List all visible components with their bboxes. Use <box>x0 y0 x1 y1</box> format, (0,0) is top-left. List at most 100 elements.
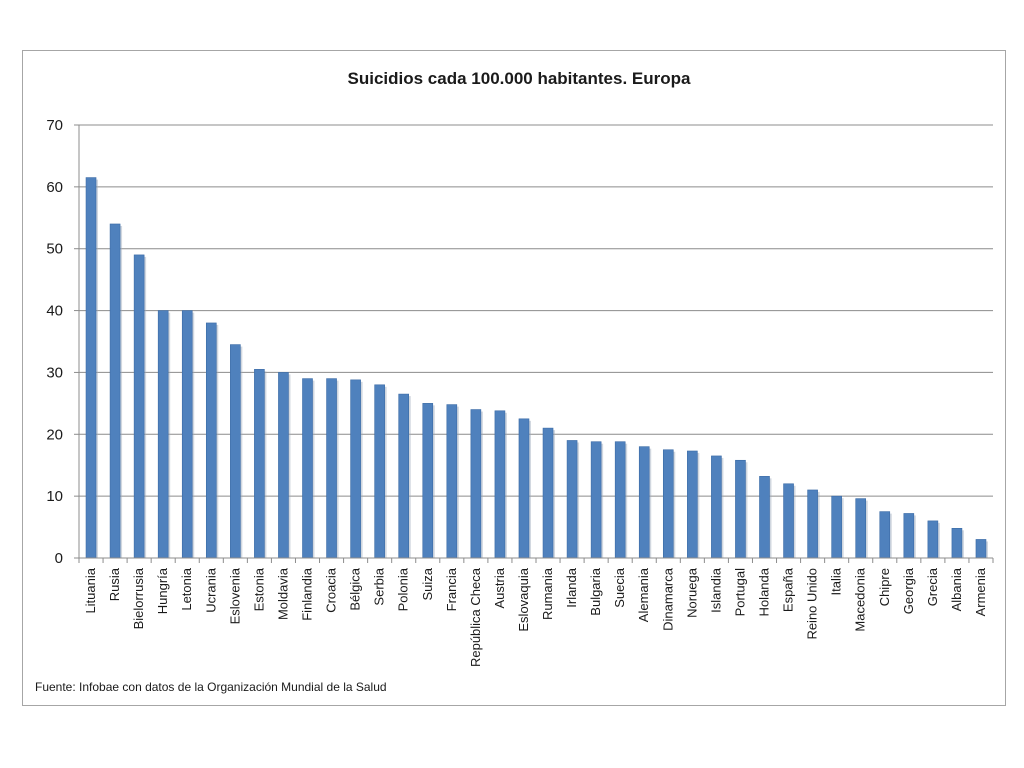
bar <box>711 455 724 559</box>
bar <box>205 322 219 559</box>
chart-frame: Suicidios cada 100.000 habitantes. Europ… <box>22 50 1006 706</box>
bar-rect <box>422 403 434 559</box>
category-label: Armenia <box>973 567 988 616</box>
bar <box>230 344 243 559</box>
y-axis-tick-labels: 0 10 20 30 40 50 60 70 <box>46 117 63 567</box>
bar-rect <box>687 450 698 559</box>
bar-rect <box>278 372 289 559</box>
bar <box>638 446 652 559</box>
category-label: Eslovaquia <box>516 567 531 631</box>
bar <box>85 177 99 559</box>
bar <box>326 378 339 559</box>
bar-rect <box>85 177 97 559</box>
category-label: Francia <box>444 567 459 611</box>
bar <box>831 495 844 559</box>
bar <box>254 369 267 559</box>
category-label: Eslovenia <box>227 567 242 624</box>
category-label: Hungría <box>155 567 170 614</box>
bar <box>807 489 820 559</box>
bar-rect <box>783 483 794 559</box>
category-label: Suiza <box>420 567 435 600</box>
bar <box>662 449 676 559</box>
source-note: Fuente: Infobae con datos de la Organiza… <box>35 680 387 694</box>
bar-rect <box>398 393 410 559</box>
bar-rect <box>181 310 193 559</box>
category-label: Islandia <box>708 567 723 613</box>
bar-rect <box>711 455 722 559</box>
bar <box>446 404 459 559</box>
y-tick-label: 70 <box>46 117 63 134</box>
category-label: Reino Unido <box>805 568 820 640</box>
bar <box>783 483 796 559</box>
bar <box>735 459 748 559</box>
bar <box>903 513 916 559</box>
bar-rect <box>975 539 987 559</box>
bar-rect <box>759 476 770 559</box>
y-tick-label: 20 <box>46 426 63 443</box>
bar <box>278 372 291 559</box>
chart-title: Suicidios cada 100.000 habitantes. Europ… <box>348 69 692 88</box>
category-label: Grecia <box>925 567 940 606</box>
bar <box>157 310 171 559</box>
bar-rect <box>374 384 385 559</box>
bar-rect <box>566 440 578 559</box>
category-label: Georgia <box>901 567 916 614</box>
category-label: Moldavia <box>275 567 290 620</box>
bar-rect <box>542 427 554 559</box>
category-label: Bulgaria <box>588 567 603 615</box>
category-label: Macedonia <box>853 567 868 631</box>
y-tick-label: 10 <box>46 488 63 505</box>
category-label: Chipre <box>877 568 892 606</box>
category-label: Portugal <box>732 568 747 617</box>
bar-rect <box>855 498 867 559</box>
category-label: Serbia <box>372 567 387 605</box>
y-tick-label: 50 <box>46 241 63 258</box>
category-label: Bélgica <box>348 567 363 610</box>
bar-rect <box>157 310 169 559</box>
bar <box>927 520 940 559</box>
bar <box>374 384 387 559</box>
category-label: Albania <box>949 567 964 611</box>
category-label: Finlandia <box>300 567 315 621</box>
category-label: Austria <box>492 567 507 608</box>
category-label: Holanda <box>757 567 772 616</box>
bar-rect <box>326 378 337 559</box>
category-label: Croacia <box>324 567 339 613</box>
bar <box>687 450 700 559</box>
bar-rect <box>302 378 313 559</box>
axes <box>74 124 994 563</box>
bar-rect <box>590 441 602 559</box>
bar <box>590 441 604 559</box>
y-tick-label: 30 <box>46 364 63 381</box>
bar-rect <box>879 511 891 559</box>
bar <box>759 476 772 559</box>
category-label: Rusia <box>107 567 122 601</box>
bar-rect <box>446 404 458 559</box>
category-label: Suecia <box>612 567 627 608</box>
category-label: Lituania <box>83 567 98 613</box>
bar <box>422 403 435 559</box>
category-label: Ucrania <box>203 567 218 613</box>
bar-rect <box>927 520 939 559</box>
bar <box>398 393 411 559</box>
bar-rect <box>350 379 361 559</box>
bar-rect <box>518 418 530 559</box>
category-label: Alemania <box>636 567 651 622</box>
category-label: España <box>781 567 796 612</box>
bar <box>879 511 892 559</box>
bar <box>302 378 315 559</box>
bar <box>566 440 580 559</box>
bar <box>951 528 964 559</box>
bar <box>614 441 628 559</box>
category-label: Dinamarca <box>660 567 675 631</box>
bar-rect <box>230 344 241 559</box>
bar-rect <box>735 459 746 559</box>
bar <box>518 418 531 559</box>
bar-rect <box>807 489 818 559</box>
bar-chart: Suicidios cada 100.000 habitantes. Europ… <box>35 69 994 694</box>
bar-rect <box>614 441 626 559</box>
category-label: República Checa <box>468 567 483 667</box>
category-label: Polonia <box>396 567 411 611</box>
bar <box>350 379 363 559</box>
category-label: Irlanda <box>564 567 579 608</box>
